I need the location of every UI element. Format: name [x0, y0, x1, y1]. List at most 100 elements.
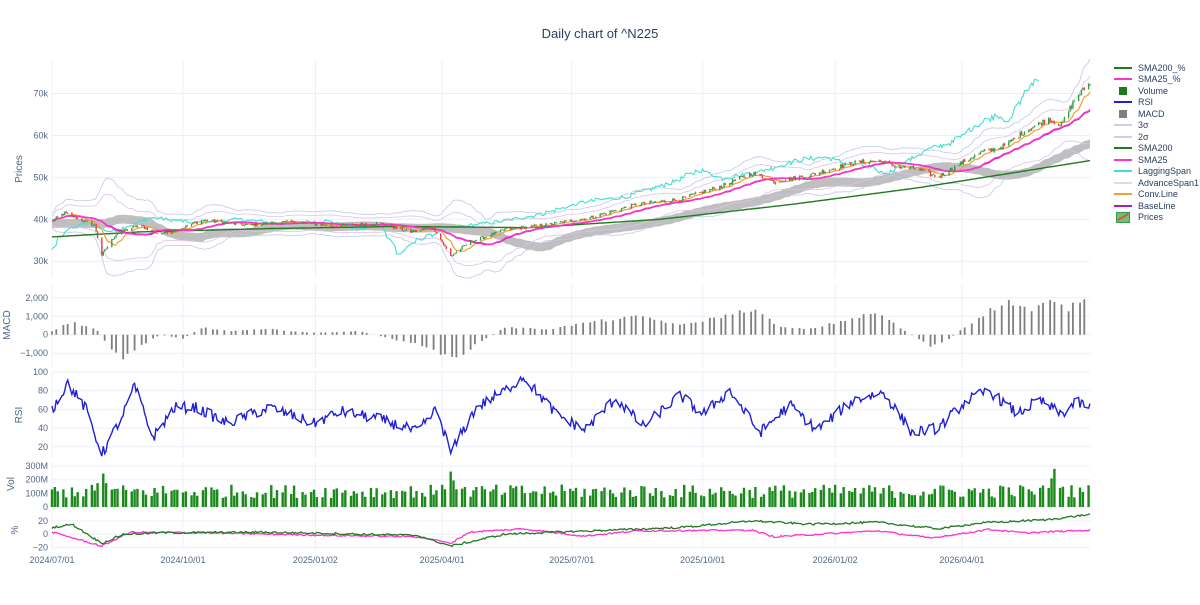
candle-body [514, 228, 515, 229]
legend-item[interactable]: MACD [1112, 108, 1199, 120]
macd-bar [216, 329, 218, 334]
legend-label: SMA25_% [1138, 74, 1181, 84]
legend-item[interactable]: 2σ [1112, 131, 1199, 143]
macd-bar [104, 335, 106, 341]
candle-body [263, 223, 264, 224]
pct-panel [52, 514, 1090, 547]
legend-item[interactable]: SMA200_% [1112, 62, 1199, 74]
candle-body [165, 231, 166, 232]
volume-bar [629, 490, 631, 507]
legend-item[interactable]: Volume [1112, 85, 1199, 97]
candle-body [195, 222, 196, 223]
candle-body [832, 169, 833, 170]
y-tick-label: −1,000 [20, 348, 48, 358]
y-tick-label: 100 [33, 367, 48, 377]
candle-body [541, 224, 542, 227]
y-tick-label: 40 [38, 423, 48, 433]
candle-body [315, 223, 316, 225]
candle-body [155, 231, 156, 233]
candle-body [971, 158, 972, 159]
candle-body [651, 201, 652, 202]
candle-body [285, 221, 286, 222]
legend-item[interactable]: SMA25_% [1112, 74, 1199, 86]
volume-bar [273, 498, 275, 507]
volume-bar [524, 493, 526, 507]
candle-body [326, 225, 327, 226]
candle-body [275, 223, 276, 224]
legend-item[interactable]: Conv.Line [1112, 189, 1199, 201]
volume-bar [572, 491, 574, 507]
candle-body [712, 187, 713, 190]
macd-bar [649, 318, 651, 335]
candle-body [684, 196, 685, 197]
macd-bar [739, 310, 741, 334]
legend-item[interactable]: BaseLine [1112, 200, 1199, 212]
legend-label: Conv.Line [1138, 189, 1178, 199]
candle-body [814, 173, 815, 175]
volume-bar [113, 489, 115, 507]
volume-bar [959, 497, 961, 507]
volume-bar [1013, 496, 1015, 507]
macd-bar [127, 335, 129, 354]
candle-body [142, 225, 143, 226]
macd-bar [829, 323, 831, 335]
candle-body [918, 169, 919, 170]
macd-bar [534, 329, 536, 335]
legend-item[interactable]: Prices [1112, 212, 1199, 224]
candle-body [205, 220, 206, 221]
candle-body [464, 245, 465, 246]
candle-body [310, 223, 311, 224]
volume-bar [552, 492, 554, 507]
macd-bar [171, 335, 173, 337]
candle-body [410, 229, 411, 232]
volume-bar [600, 491, 602, 507]
macd-bar [952, 335, 954, 336]
candle-body [276, 223, 277, 224]
volume-bar [729, 491, 731, 507]
macd-bar [702, 322, 704, 335]
volume-bar [1048, 488, 1050, 507]
candle-body [496, 232, 497, 233]
candle-body [1074, 101, 1075, 102]
candle-body [94, 224, 95, 225]
volume-bar [1070, 485, 1072, 507]
ichimoku-cloud [52, 139, 1090, 251]
candle-body [1081, 90, 1082, 95]
candle-body [431, 229, 432, 230]
candle-body [400, 228, 401, 229]
volume-bar [851, 492, 853, 507]
candle-body [585, 219, 586, 220]
macd-bar [941, 335, 943, 343]
legend-item[interactable]: SMA25 [1112, 154, 1199, 166]
candle-body [723, 183, 724, 187]
volume-bar [714, 493, 716, 507]
legend-item[interactable]: RSI [1112, 97, 1199, 109]
volume-bar [592, 489, 594, 507]
candle-body [612, 211, 613, 212]
candle-body [615, 210, 616, 211]
volume-bar [489, 491, 491, 507]
macd-bar [186, 335, 188, 336]
macd-bar [295, 332, 297, 335]
volume-bar [236, 492, 238, 507]
volume-bar [1030, 491, 1032, 507]
legend-item[interactable]: 3σ [1112, 120, 1199, 132]
legend-item[interactable]: AdvanceSpan1 [1112, 177, 1199, 189]
volume-bar [1039, 488, 1041, 507]
rsi-panel [52, 377, 1090, 456]
volume-bar [375, 488, 377, 507]
candle-body [1069, 106, 1070, 111]
macd-bar [709, 318, 711, 335]
volume-bar [301, 492, 303, 507]
legend-item[interactable]: SMA200 [1112, 143, 1199, 155]
macd-bar [564, 326, 566, 335]
candle-body [353, 225, 354, 226]
candle-body [1022, 135, 1023, 136]
legend-label: MACD [1138, 109, 1165, 119]
candle-body [141, 225, 142, 226]
legend-item[interactable]: LaggingSpan [1112, 166, 1199, 178]
volume-bar [216, 489, 218, 507]
volume-bar [979, 493, 981, 507]
volume-bar [173, 490, 175, 507]
y-tick-label: 40k [33, 214, 48, 224]
